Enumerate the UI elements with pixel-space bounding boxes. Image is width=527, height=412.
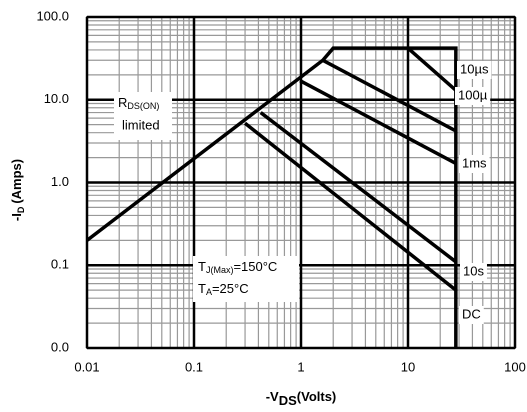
series-line <box>259 111 457 264</box>
series-line <box>406 46 458 92</box>
y-tick-label: 100.0 <box>36 8 69 23</box>
annotation-text: TA=25°C <box>198 281 249 297</box>
series-label: 100µ <box>458 87 488 102</box>
y-tick-label: 1.0 <box>51 174 69 189</box>
y-tick-label: 0.1 <box>51 257 69 272</box>
series-line <box>322 58 457 133</box>
annotation-part: =150°C <box>233 259 277 274</box>
series-line <box>85 46 458 348</box>
annotation-part: T <box>198 281 206 296</box>
x-axis-label: -VDS(Volts) <box>266 389 337 408</box>
x-tick-label: 100 <box>504 359 526 374</box>
label-bg <box>455 87 491 105</box>
y-tick-label: 10.0 <box>44 91 69 106</box>
annotation-part: =25°C <box>212 281 249 296</box>
annotation-text: limited <box>122 117 160 132</box>
y-axis-label: -ID(Amps) <box>9 159 26 221</box>
x-tick-label: 0.01 <box>74 359 99 374</box>
y-tick-label: 0.0 <box>51 339 69 354</box>
annotation-sub: J(Max) <box>206 265 234 275</box>
plot-border <box>86 16 516 349</box>
x-tick-label: 1 <box>297 359 304 374</box>
annotation-box <box>114 92 172 140</box>
series-label: 10µs <box>460 61 489 76</box>
x-tick-label: 0.1 <box>185 359 203 374</box>
x-tick-label: 10 <box>401 359 415 374</box>
label-bg <box>460 263 487 281</box>
series-label: 1ms <box>462 155 487 170</box>
label-bg <box>459 155 490 173</box>
series-label: 10s <box>463 263 484 278</box>
label-bg <box>457 61 492 79</box>
series-line <box>243 121 457 292</box>
annotation-part: R <box>118 95 127 110</box>
annotation-part: T <box>198 259 206 274</box>
label-bg <box>459 306 484 324</box>
annotation-sub: DS(ON) <box>127 101 159 111</box>
series-label: DC <box>462 306 481 321</box>
annotation-box <box>193 256 299 302</box>
annotation-text: TJ(Max)=150°C <box>198 259 277 275</box>
annotation-text: RDS(ON) <box>118 95 159 111</box>
annotation-sub: A <box>206 287 212 297</box>
series-line <box>299 79 457 165</box>
